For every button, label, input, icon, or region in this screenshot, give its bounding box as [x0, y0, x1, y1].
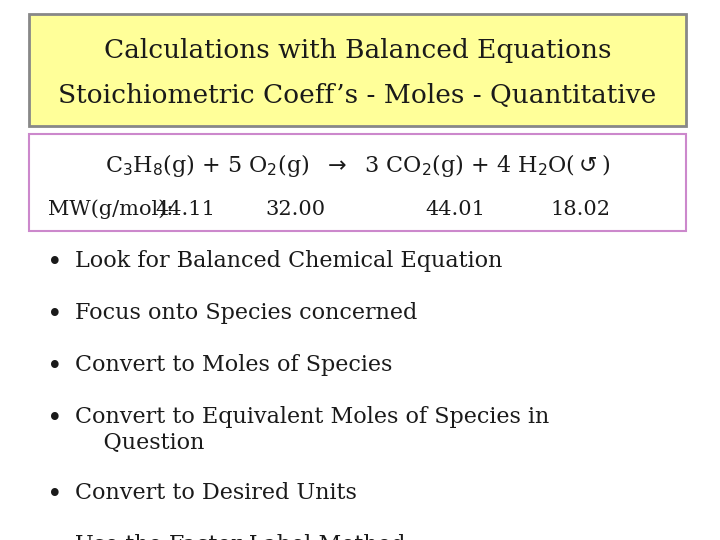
Text: Convert to Moles of Species: Convert to Moles of Species [75, 354, 392, 376]
Text: Calculations with Balanced Equations: Calculations with Balanced Equations [104, 38, 611, 63]
Text: C$_3$H$_8$(g) + 5 O$_2$(g)  $\rightarrow$  3 CO$_2$(g) + 4 H$_2$O($\circlearrowl: C$_3$H$_8$(g) + 5 O$_2$(g) $\rightarrow$… [104, 152, 611, 179]
Text: •: • [48, 354, 63, 379]
Text: 18.02: 18.02 [550, 200, 610, 219]
FancyBboxPatch shape [29, 14, 686, 126]
Text: Look for Balanced Chemical Equation: Look for Balanced Chemical Equation [75, 250, 503, 272]
Text: •: • [48, 302, 63, 327]
Text: MW(g/mol):: MW(g/mol): [48, 199, 174, 219]
Text: Question: Question [75, 432, 204, 454]
Text: Stoichiometric Coeff’s - Moles - Quantitative: Stoichiometric Coeff’s - Moles - Quantit… [58, 83, 657, 108]
Text: 44.11: 44.11 [155, 200, 215, 219]
Text: Convert to Desired Units: Convert to Desired Units [75, 482, 357, 504]
Text: Use the Factor Label Method: Use the Factor Label Method [75, 534, 405, 540]
Text: 44.01: 44.01 [425, 200, 485, 219]
Text: Convert to Equivalent Moles of Species in: Convert to Equivalent Moles of Species i… [75, 406, 549, 428]
FancyBboxPatch shape [29, 134, 686, 231]
Text: •: • [48, 482, 63, 507]
Text: 32.00: 32.00 [265, 200, 325, 219]
Text: •: • [48, 406, 63, 431]
Text: •: • [48, 250, 63, 275]
Text: •: • [48, 534, 63, 540]
Text: Focus onto Species concerned: Focus onto Species concerned [75, 302, 418, 324]
